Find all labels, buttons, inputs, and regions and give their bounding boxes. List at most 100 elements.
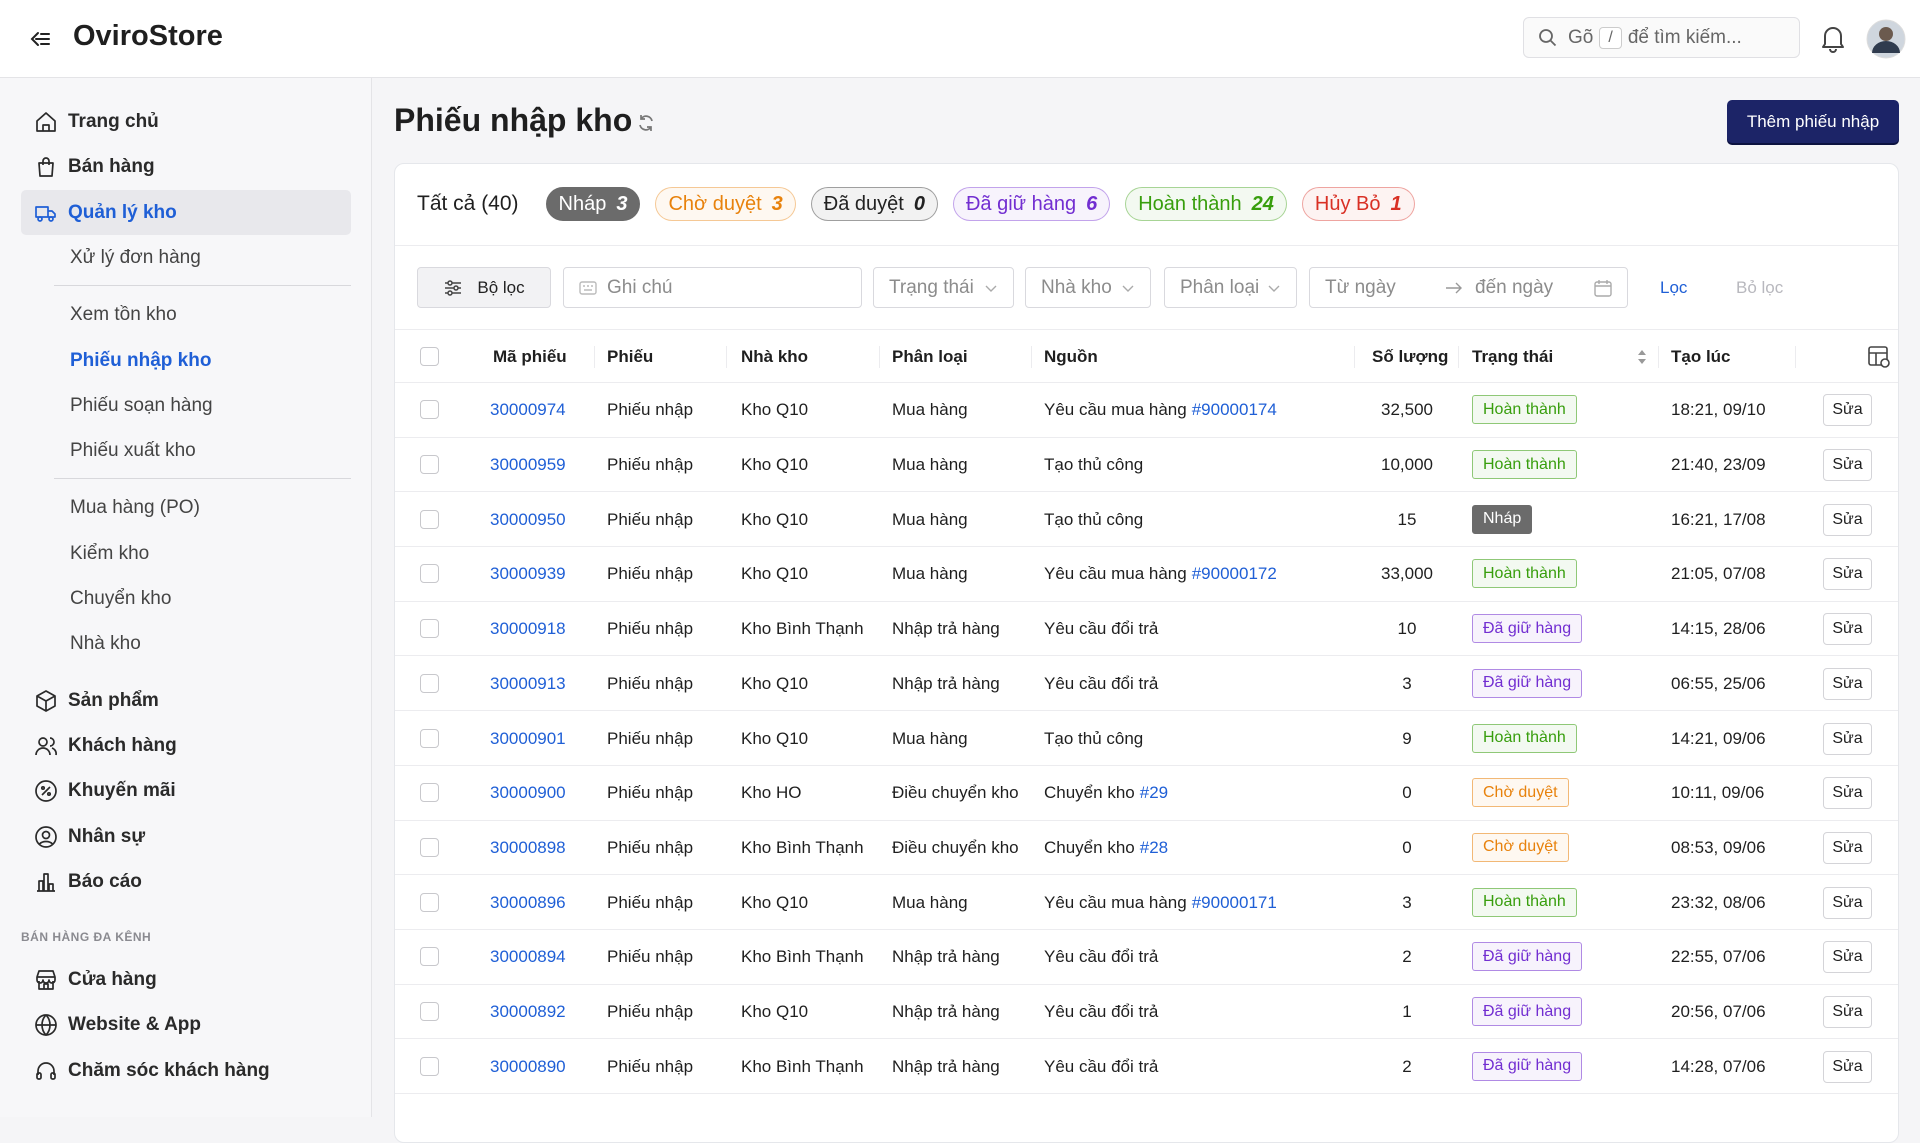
nav-item[interactable]: Khuyến mãi: [34, 776, 176, 806]
edit-button[interactable]: Sửa: [1823, 996, 1872, 1029]
checkbox[interactable]: [420, 619, 439, 639]
code-link[interactable]: 30000959: [490, 455, 566, 475]
note-input[interactable]: Ghi chú: [563, 267, 862, 308]
checkbox[interactable]: [420, 728, 439, 748]
checkbox[interactable]: [420, 1056, 439, 1076]
warehouse: Kho Q10: [741, 509, 809, 529]
source-link[interactable]: #90000174: [1191, 400, 1277, 420]
nav-item[interactable]: Trang chủ: [34, 107, 159, 137]
nav-subitem[interactable]: Kiểm kho: [70, 542, 150, 564]
nav-item[interactable]: Bán hàng: [34, 152, 155, 182]
checkbox[interactable]: [420, 783, 439, 803]
nav-item[interactable]: Cửa hàng: [34, 965, 157, 995]
checkbox[interactable]: [420, 455, 439, 475]
nav-item[interactable]: Sản phẩm: [34, 686, 159, 716]
checkbox[interactable]: [420, 564, 439, 584]
nav-icon: [35, 205, 56, 222]
code-link[interactable]: 30000918: [490, 619, 566, 639]
table-row: 30000894 Phiếu nhập Kho Bình Thạnh Nhập trả…: [395, 930, 1898, 985]
column-divider: [1031, 346, 1032, 368]
source-link[interactable]: #29: [1139, 783, 1169, 803]
status-tab[interactable]: Hoàn thành 24: [1125, 187, 1287, 221]
code-link[interactable]: 30000901: [490, 728, 566, 748]
status-badge: Hoàn thành: [1472, 723, 1577, 753]
nav-subitem[interactable]: Phiếu xuất kho: [70, 440, 196, 462]
nav-subitem[interactable]: Mua hàng (PO): [70, 497, 200, 519]
source-link[interactable]: #28: [1139, 837, 1169, 857]
status-tab[interactable]: Chờ duyệt 3: [655, 187, 796, 221]
nav-item[interactable]: Khách hàng: [34, 731, 177, 761]
edit-button[interactable]: Sửa: [1823, 831, 1872, 864]
nav-subitem[interactable]: Xử lý đơn hàng: [70, 246, 201, 268]
nav-label: Khách hàng: [68, 734, 177, 756]
edit-button[interactable]: Sửa: [1823, 503, 1872, 536]
collapse-icon[interactable]: [28, 27, 52, 51]
code-link[interactable]: 30000894: [490, 947, 566, 967]
nav-icon: [35, 737, 57, 756]
apply-link[interactable]: Lọc: [1660, 278, 1688, 297]
edit-button[interactable]: Sửa: [1823, 558, 1872, 591]
checkbox[interactable]: [420, 947, 439, 967]
edit-button[interactable]: Sửa: [1823, 777, 1872, 810]
refresh-icon[interactable]: [636, 113, 656, 133]
select[interactable]: Nhà kho: [1025, 267, 1151, 308]
code-link[interactable]: 30000913: [490, 673, 566, 693]
source-text: Yêu cầu mua hàng: [1044, 564, 1187, 584]
tab-all[interactable]: Tất cả (40): [417, 192, 519, 215]
nav-subitem[interactable]: Phiếu nhập kho: [70, 349, 212, 371]
edit-button[interactable]: Sửa: [1823, 394, 1872, 427]
code-link[interactable]: 30000896: [490, 892, 566, 912]
code-link[interactable]: 30000950: [490, 509, 566, 529]
checkbox[interactable]: [420, 892, 439, 912]
date-range[interactable]: Từ ngày đến ngày: [1309, 267, 1628, 308]
edit-button[interactable]: Sửa: [1823, 886, 1872, 919]
nav-item[interactable]: Chăm sóc khách hàng: [34, 1056, 270, 1086]
nav-item[interactable]: Nhân sự: [34, 822, 145, 852]
checkbox[interactable]: [420, 509, 439, 529]
code-link[interactable]: 30000892: [490, 1002, 566, 1022]
status-badge: Đã giữ hàng: [1472, 614, 1583, 644]
add-button[interactable]: Thêm phiếu nhập: [1727, 100, 1899, 143]
edit-button[interactable]: Sửa: [1823, 449, 1872, 482]
column-settings[interactable]: [1867, 345, 1891, 369]
source-link[interactable]: #90000171: [1191, 892, 1277, 912]
edit-button[interactable]: Sửa: [1823, 722, 1872, 755]
select[interactable]: Trạng thái: [873, 267, 1014, 308]
code-link[interactable]: 30000939: [490, 564, 566, 584]
nav-item[interactable]: Website & App: [34, 1010, 201, 1040]
status-tab[interactable]: Đã giữ hàng 6: [952, 187, 1111, 221]
avatar[interactable]: [1866, 19, 1906, 59]
status-tab[interactable]: Đã duyệt 0: [810, 187, 938, 221]
source: Tạo thủ công: [1044, 729, 1143, 749]
bell-icon[interactable]: [1819, 23, 1847, 53]
code-link[interactable]: 30000974: [490, 400, 566, 420]
nav-subitem[interactable]: Phiếu soạn hàng: [70, 394, 213, 416]
status-tab[interactable]: Nháp 3: [545, 187, 641, 221]
source-link[interactable]: #90000172: [1191, 564, 1277, 584]
edit-button[interactable]: Sửa: [1823, 941, 1872, 974]
checkbox[interactable]: [420, 400, 439, 420]
code-link[interactable]: 30000900: [490, 783, 566, 803]
edit-button[interactable]: Sửa: [1823, 613, 1872, 646]
nav-item[interactable]: Quản lý kho: [34, 198, 177, 228]
nav-subitem[interactable]: Nhà kho: [70, 633, 141, 655]
status-badge: Chờ duyệt: [1472, 778, 1569, 808]
edit-button[interactable]: Sửa: [1823, 667, 1872, 700]
nav-subitem[interactable]: Xem tồn kho: [70, 304, 177, 326]
code-link[interactable]: 30000898: [490, 837, 566, 857]
checkbox[interactable]: [420, 673, 439, 693]
reset-link[interactable]: Bỏ lọc: [1736, 278, 1784, 297]
checkbox[interactable]: [420, 1002, 439, 1022]
edit-button[interactable]: Sửa: [1823, 1050, 1872, 1083]
filter-button[interactable]: Bộ lọc: [417, 267, 551, 308]
checkbox[interactable]: [420, 347, 439, 366]
search-box[interactable]: Gõ / để tìm kiếm...: [1523, 17, 1800, 58]
warehouse: Kho HO: [741, 783, 802, 803]
select[interactable]: Phân loại: [1164, 267, 1297, 308]
sort-icon[interactable]: [1636, 348, 1648, 366]
code-link[interactable]: 30000890: [490, 1056, 566, 1076]
status-tab[interactable]: Hủy Bỏ 1: [1301, 187, 1415, 221]
nav-item[interactable]: Báo cáo: [34, 867, 142, 897]
nav-subitem[interactable]: Chuyển kho: [70, 588, 172, 609]
checkbox[interactable]: [420, 837, 439, 857]
